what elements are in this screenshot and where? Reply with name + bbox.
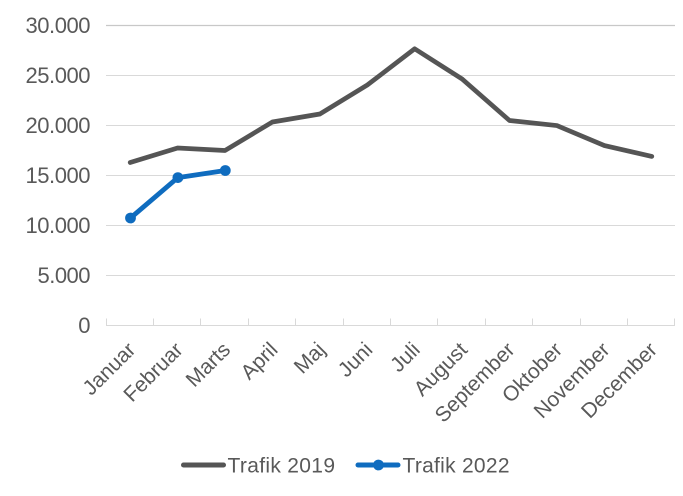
svg-text:20.000: 20.000	[26, 113, 91, 138]
svg-text:30.000: 30.000	[26, 13, 91, 38]
svg-text:25.000: 25.000	[26, 63, 91, 88]
svg-text:Trafik 2019: Trafik 2019	[228, 455, 336, 478]
svg-text:Trafik 2022: Trafik 2022	[403, 455, 510, 478]
svg-text:15.000: 15.000	[26, 163, 91, 188]
svg-text:0: 0	[78, 313, 90, 338]
svg-text:10.000: 10.000	[26, 213, 91, 238]
svg-text:5.000: 5.000	[38, 263, 91, 288]
